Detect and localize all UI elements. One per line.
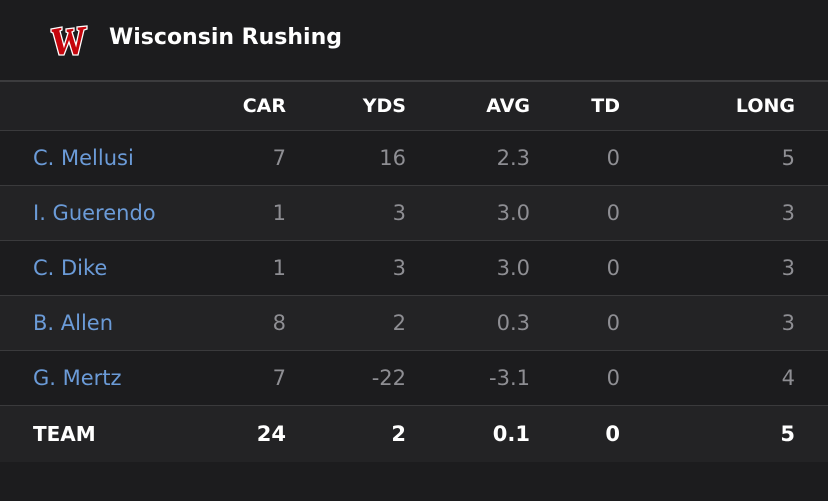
player-link[interactable]: B. Allen: [33, 311, 114, 335]
card-header: Wisconsin Rushing: [0, 0, 828, 80]
yds-value: 3: [392, 256, 406, 280]
team-avg-value: 0.1: [492, 422, 530, 446]
car-value: 7: [272, 146, 286, 170]
long-value: 5: [781, 146, 795, 170]
team-yds-value: 2: [391, 422, 406, 446]
table-row: B. Allen 8 2 0.3 0 3: [0, 295, 828, 350]
table-header-row: CAR YDS AVG TD LONG: [0, 80, 828, 130]
long-value: 3: [781, 201, 795, 225]
column-header-long[interactable]: LONG: [735, 95, 795, 117]
long-value: 4: [781, 366, 795, 390]
td-value: 0: [606, 366, 620, 390]
avg-value: -3.1: [489, 366, 530, 390]
td-value: 0: [606, 201, 620, 225]
player-link[interactable]: C. Dike: [33, 256, 108, 280]
table-row: I. Guerendo 1 3 3.0 0 3: [0, 185, 828, 240]
yds-value: -22: [371, 366, 406, 390]
yds-value: 2: [392, 311, 406, 335]
team-label: TEAM: [33, 422, 96, 446]
wisconsin-w-logo-icon: [50, 25, 88, 56]
td-value: 0: [606, 311, 620, 335]
team-td-value: 0: [605, 422, 620, 446]
team-car-value: 24: [256, 422, 286, 446]
team-long-value: 5: [780, 422, 795, 446]
avg-value: 2.3: [496, 146, 530, 170]
car-value: 1: [272, 256, 286, 280]
yds-value: 3: [392, 201, 406, 225]
column-header-avg[interactable]: AVG: [486, 95, 530, 117]
td-value: 0: [606, 256, 620, 280]
table-row: C. Dike 1 3 3.0 0 3: [0, 240, 828, 295]
column-header-td[interactable]: TD: [591, 95, 620, 117]
page-title: Wisconsin Rushing: [109, 25, 342, 50]
car-value: 1: [272, 201, 286, 225]
column-header-yds[interactable]: YDS: [362, 95, 406, 117]
car-value: 7: [272, 366, 286, 390]
player-link[interactable]: I. Guerendo: [33, 201, 156, 225]
long-value: 3: [781, 256, 795, 280]
avg-value: 0.3: [496, 311, 530, 335]
td-value: 0: [606, 146, 620, 170]
long-value: 3: [781, 311, 795, 335]
car-value: 8: [272, 311, 286, 335]
avg-value: 3.0: [496, 256, 530, 280]
player-link[interactable]: C. Mellusi: [33, 146, 134, 170]
player-link[interactable]: G. Mertz: [33, 366, 122, 390]
table-row: C. Mellusi 7 16 2.3 0 5: [0, 130, 828, 185]
stats-table: CAR YDS AVG TD LONG C. Mellusi 7 16 2.3 …: [0, 80, 828, 462]
team-total-row: TEAM 24 2 0.1 0 5: [0, 405, 828, 462]
table-row: G. Mertz 7 -22 -3.1 0 4: [0, 350, 828, 405]
avg-value: 3.0: [496, 201, 530, 225]
yds-value: 16: [379, 146, 406, 170]
column-header-car[interactable]: CAR: [242, 95, 286, 117]
